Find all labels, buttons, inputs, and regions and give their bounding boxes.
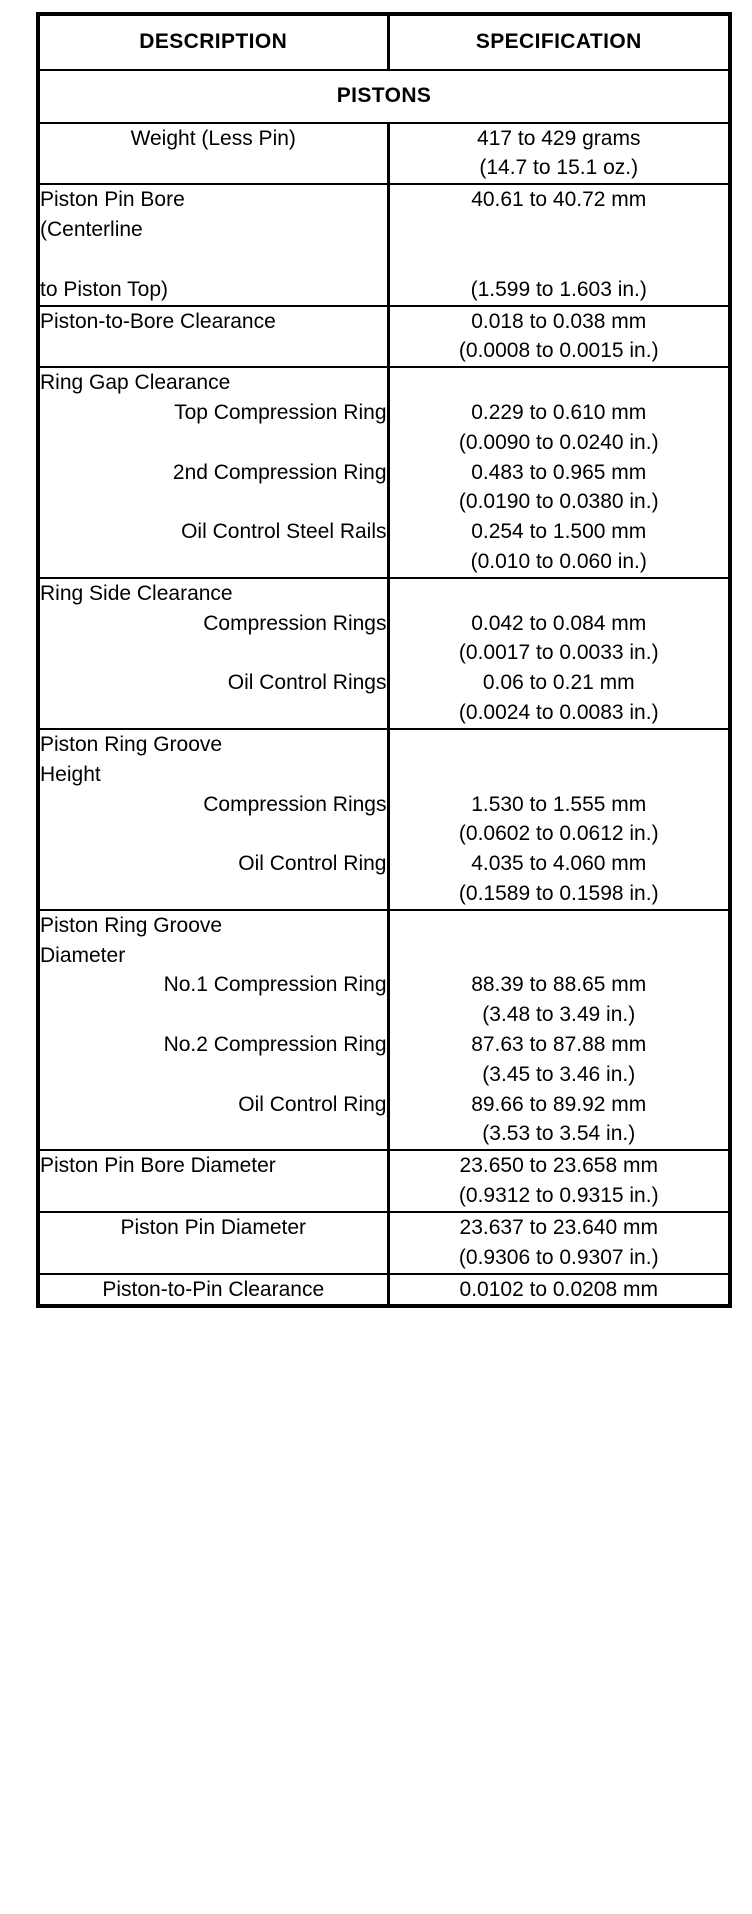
description-line: Piston-to-Pin Clearance [102, 1277, 325, 1301]
specification-line: 89.66 to 89.92 mm [471, 1092, 647, 1116]
specification-line: (0.0008 to 0.0015 in.) [458, 339, 659, 363]
specification-line: 23.637 to 23.640 mm [459, 1215, 658, 1239]
description-line: Ring Side Clearance [40, 581, 233, 605]
specification-line: (0.0190 to 0.0380 in.) [458, 490, 659, 514]
description-line: Compression Rings [203, 611, 387, 635]
description-line: Compression Rings [203, 792, 387, 816]
specification-line: 23.650 to 23.658 mm [459, 1154, 658, 1178]
specification-cell-piston-pin-diameter: 23.637 to 23.640 mm (0.9306 to 0.9307 in.… [388, 1210, 730, 1275]
table-header-row: DESCRIPTION SPECIFICATION [38, 14, 730, 71]
specification-line: 0.06 to 0.21 mm [482, 671, 635, 695]
description-cell-piston-pin-bore-diameter: Piston Pin Bore Diameter [38, 1149, 390, 1213]
specification-sheet: DESCRIPTION SPECIFICATION PISTONS Weight… [36, 12, 732, 1309]
table-row: Piston-to-Pin Clearance 0.0102 to 0.0208 … [38, 1272, 730, 1308]
table-row: Ring Gap Clearance Top Compression Ring 2… [38, 366, 730, 579]
description-line: Ring Gap Clearance [40, 371, 231, 395]
specification-line: (3.53 to 3.54 in.) [482, 1122, 636, 1146]
description-line: Piston Ring Groove [40, 913, 223, 937]
description-cell-piston-pin-bore: Piston Pin Bore (Centerline to Piston Top… [38, 183, 390, 307]
description-line: Piston Pin Bore [40, 188, 185, 212]
specification-line: 1.530 to 1.555 mm [471, 792, 647, 816]
description-cell-piston-ring-groove-height: Piston Ring Groove Height Compression Ring… [38, 727, 390, 911]
description-cell-piston-pin-diameter: Piston Pin Diameter [38, 1210, 390, 1275]
description-cell-weight-less-pin: Weight (Less Pin) [38, 121, 390, 186]
specification-cell-weight-less-pin: 417 to 429 grams (14.7 to 15.1 oz.) [388, 121, 730, 186]
table-body: DESCRIPTION SPECIFICATION PISTONS Weight… [38, 14, 730, 1308]
description-line: (Centerline [40, 218, 143, 242]
section-title-pistons: PISTONS [38, 68, 730, 124]
table-row: Piston Pin Bore Diameter 23.650 to 23.658… [38, 1149, 730, 1213]
description-line: Piston-to-Bore Clearance [40, 309, 276, 333]
description-line: to Piston Top) [40, 277, 169, 301]
description-line: Top Compression Ring [174, 400, 387, 424]
specification-line: (0.9312 to 0.9315 in.) [458, 1184, 659, 1208]
table-row: Piston Ring Groove Height Compression Ring… [38, 727, 730, 911]
description-line: Oil Control Ring [238, 1092, 387, 1116]
specification-cell-piston-ring-groove-height: 1.530 to 1.555 mm (0.0602 to 0.0612 in.) 4… [388, 727, 730, 911]
specification-line: 4.035 to 4.060 mm [471, 852, 647, 876]
specification-line: (3.48 to 3.49 in.) [482, 1003, 636, 1027]
description-line: Piston Ring Groove [40, 732, 223, 756]
specification-line: 0.254 to 1.500 mm [471, 520, 647, 544]
table-row: Piston-to-Bore Clearance 0.018 to 0.038 m… [38, 304, 730, 369]
specification-line: 0.0102 to 0.0208 mm [459, 1277, 658, 1301]
description-line: Oil Control Rings [227, 671, 387, 695]
specification-line: (0.1589 to 0.1598 in.) [458, 881, 659, 905]
specification-cell-piston-pin-bore-diameter: 23.650 to 23.658 mm (0.9312 to 0.9315 in.… [388, 1149, 730, 1213]
specification-line: (0.0090 to 0.0240 in.) [458, 430, 659, 454]
description-line: 2nd Compression Ring [172, 460, 387, 484]
specification-cell-ring-gap-clearance: 0.229 to 0.610 mm (0.0090 to 0.0240 in.) 0… [388, 366, 730, 579]
specification-line: 0.483 to 0.965 mm [471, 460, 647, 484]
table-row: Piston Ring Groove Diameter No.1 Compressi… [38, 908, 730, 1152]
description-cell-ring-gap-clearance: Ring Gap Clearance Top Compression Ring 2… [38, 366, 390, 579]
specification-cell-piston-ring-groove-diameter: 88.39 to 88.65 mm (3.48 to 3.49 in.) 87.63… [388, 908, 730, 1152]
table-row: Piston Pin Bore (Centerline to Piston Top… [38, 183, 730, 307]
specification-line: 0.229 to 0.610 mm [471, 400, 647, 424]
description-line: Weight (Less Pin) [130, 126, 296, 150]
table-row: Weight (Less Pin) 417 to 429 grams (14.7 t… [38, 121, 730, 186]
specification-line: (14.7 to 15.1 oz.) [479, 156, 639, 180]
specification-line: 0.042 to 0.084 mm [471, 611, 647, 635]
description-line: Oil Control Steel Rails [181, 520, 387, 544]
description-line: Piston Pin Diameter [120, 1215, 307, 1239]
specification-line: 417 to 429 grams [477, 126, 641, 150]
specification-cell-piston-to-pin-clearance: 0.0102 to 0.0208 mm [388, 1272, 730, 1308]
section-title-row: PISTONS [38, 68, 730, 124]
description-line: Oil Control Ring [238, 852, 387, 876]
piston-specification-table: DESCRIPTION SPECIFICATION PISTONS Weight… [36, 12, 732, 1309]
column-header-description: DESCRIPTION [38, 14, 390, 71]
table-row: Ring Side Clearance Compression Rings Oil… [38, 576, 730, 730]
column-header-specification: SPECIFICATION [388, 14, 730, 71]
specification-line: 88.39 to 88.65 mm [471, 973, 647, 997]
description-cell-ring-side-clearance: Ring Side Clearance Compression Rings Oil… [38, 576, 390, 730]
description-cell-piston-to-pin-clearance: Piston-to-Pin Clearance [38, 1272, 390, 1308]
specification-line: (0.0017 to 0.0033 in.) [458, 641, 659, 665]
specification-line: 87.63 to 87.88 mm [471, 1033, 647, 1056]
description-line: No.2 Compression Ring [163, 1033, 387, 1056]
table-row: Piston Pin Diameter 23.637 to 23.640 mm (0… [38, 1210, 730, 1275]
specification-line: (0.0024 to 0.0083 in.) [458, 701, 659, 725]
specification-line: (0.010 to 0.060 in.) [470, 550, 647, 573]
specification-cell-piston-to-bore-clearance: 0.018 to 0.038 mm (0.0008 to 0.0015 in.) [388, 304, 730, 369]
description-cell-piston-ring-groove-diameter: Piston Ring Groove Diameter No.1 Compressi… [38, 908, 390, 1152]
specification-cell-piston-pin-bore: 40.61 to 40.72 mm (1.599 to 1.603 in.) [388, 183, 730, 307]
specification-line: (3.45 to 3.46 in.) [482, 1062, 636, 1086]
specification-line: (0.0602 to 0.0612 in.) [458, 822, 659, 846]
description-line: Height [40, 762, 101, 786]
specification-line: (1.599 to 1.603 in.) [470, 277, 647, 301]
specification-line: (0.9306 to 0.9307 in.) [458, 1245, 659, 1269]
description-line: Piston Pin Bore Diameter [40, 1154, 276, 1178]
specification-line: 40.61 to 40.72 mm [471, 188, 647, 212]
description-line: No.1 Compression Ring [163, 973, 387, 997]
specification-cell-ring-side-clearance: 0.042 to 0.084 mm (0.0017 to 0.0033 in.) 0… [388, 576, 730, 730]
specification-line: 0.018 to 0.038 mm [471, 309, 647, 333]
description-line: Diameter [40, 943, 126, 967]
description-cell-piston-to-bore-clearance: Piston-to-Bore Clearance [38, 304, 390, 369]
